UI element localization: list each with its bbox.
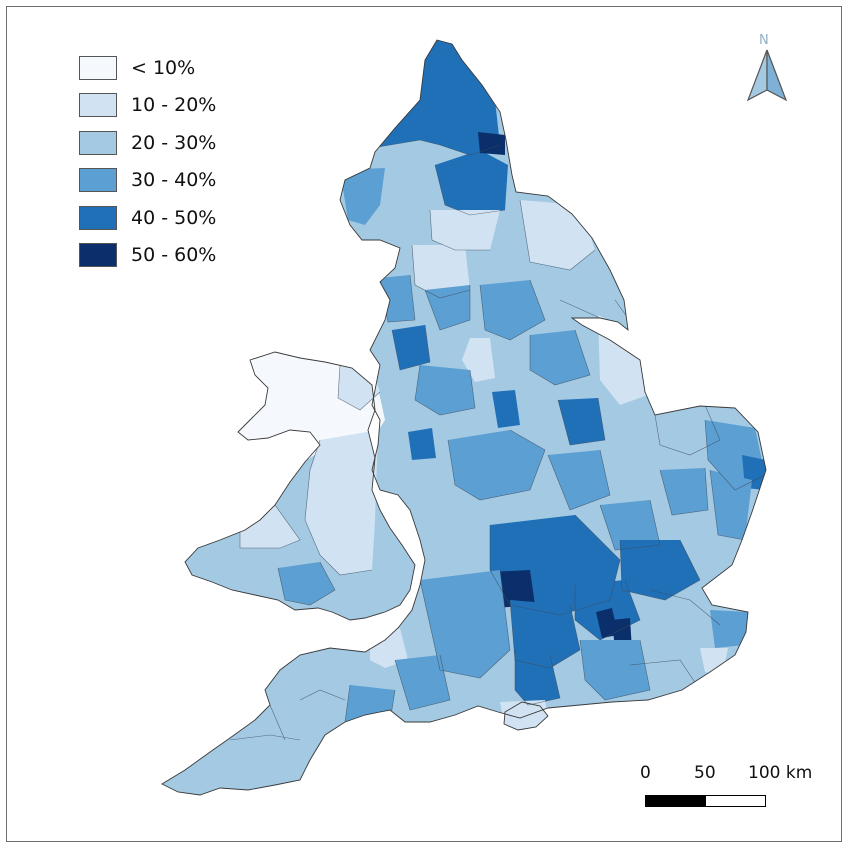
scale-tick-100: 100 km <box>748 763 813 783</box>
scale-segment-black <box>646 796 706 806</box>
region-cambridge <box>600 500 660 550</box>
region-suffolk <box>660 468 708 515</box>
legend-label: 10 - 20% <box>131 94 217 117</box>
region-nottingham <box>558 398 605 445</box>
scale-tick-0: 0 <box>640 763 651 783</box>
region-essex <box>620 540 700 600</box>
scale-tick-50: 50 <box>694 763 716 783</box>
legend-item: < 10% <box>79 49 216 87</box>
region-surrey <box>580 640 650 700</box>
legend-item: 30 - 40% <box>79 162 216 200</box>
region-powys <box>305 430 378 575</box>
region-gloucestershire <box>420 570 510 678</box>
region-west-midlands <box>448 430 545 500</box>
north-arrow-icon <box>746 49 788 102</box>
region-cumbria-west <box>340 168 385 225</box>
region-lancashire <box>380 275 415 322</box>
legend-swatch <box>79 93 117 118</box>
region-leicester <box>548 450 610 510</box>
legend-swatch <box>79 130 117 155</box>
region-hampshire <box>515 650 560 705</box>
choropleth-regions <box>162 40 766 795</box>
legend-label: 30 - 40% <box>131 169 217 192</box>
legend-label: < 10% <box>131 56 196 79</box>
legend-label: 20 - 30% <box>131 131 217 154</box>
region-kent-east <box>710 610 748 648</box>
region-liverpool <box>392 325 430 370</box>
region-south-wales <box>278 562 335 605</box>
region-west-yorkshire <box>480 280 545 340</box>
region-stoke <box>492 390 520 428</box>
region-yorkshire-dales <box>412 245 470 298</box>
region-berkshire <box>510 600 580 668</box>
legend-item: 50 - 60% <box>79 237 216 275</box>
legend: < 10% 10 - 20% 20 - 30% 30 - 40% 40 - 50… <box>79 49 216 274</box>
legend-label: 40 - 50% <box>131 206 217 229</box>
region-wiltshire <box>395 655 450 710</box>
region-london-core <box>596 608 618 638</box>
legend-swatch <box>79 168 117 193</box>
district-boundaries <box>229 139 766 741</box>
legend-swatch <box>79 55 117 80</box>
scale-segment-white <box>705 796 765 806</box>
region-south-yorkshire <box>530 330 590 385</box>
legend-item: 10 - 20% <box>79 87 216 125</box>
legend-item: 20 - 30% <box>79 124 216 162</box>
legend-item: 40 - 50% <box>79 199 216 237</box>
north-label: N <box>759 33 769 48</box>
legend-swatch <box>79 243 117 268</box>
region-newcastle-durham <box>435 150 508 215</box>
region-somerset <box>345 685 395 722</box>
legend-label: 50 - 60% <box>131 244 217 267</box>
region-northumberland <box>372 40 500 155</box>
coastline <box>161 39 767 796</box>
region-telford <box>408 428 436 460</box>
scale-bar <box>645 795 766 807</box>
legend-swatch <box>79 205 117 230</box>
region-suffolk-coast <box>710 470 752 540</box>
region-tyneside <box>478 132 505 155</box>
region-norfolk-west <box>655 405 720 455</box>
region-durham-rural <box>430 210 500 250</box>
region-cheshire <box>415 365 475 415</box>
